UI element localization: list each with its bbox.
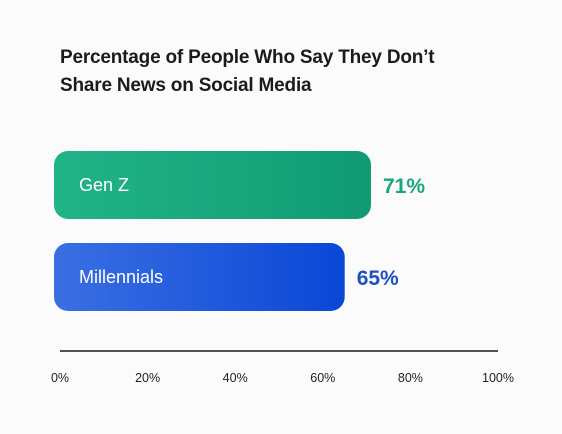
chart-title: Percentage of People Who Say They Don’t … (60, 44, 530, 100)
bar-label-millennials: Millennials (79, 267, 163, 287)
x-axis-ticks: 0% 20% 40% 60% 80% 100% (51, 371, 514, 385)
x-tick-label: 40% (223, 371, 248, 385)
bars-group: Gen Z 71% Millennials 65% (54, 151, 425, 311)
x-tick-label: 0% (51, 371, 69, 385)
x-tick-label: 80% (398, 371, 423, 385)
bar-label-gen-z: Gen Z (79, 175, 129, 195)
chart-title-line-1: Percentage of People Who Say They Don’t (60, 47, 435, 68)
x-tick-label: 20% (135, 371, 160, 385)
x-tick-label: 60% (310, 371, 335, 385)
value-label-gen-z: 71% (383, 175, 425, 198)
bar-millennials (54, 243, 345, 311)
value-label-millennials: 65% (357, 267, 399, 290)
chart-title-line-2: Share News on Social Media (60, 75, 312, 96)
x-tick-label: 100% (482, 371, 514, 385)
bar-gen-z (54, 151, 371, 219)
